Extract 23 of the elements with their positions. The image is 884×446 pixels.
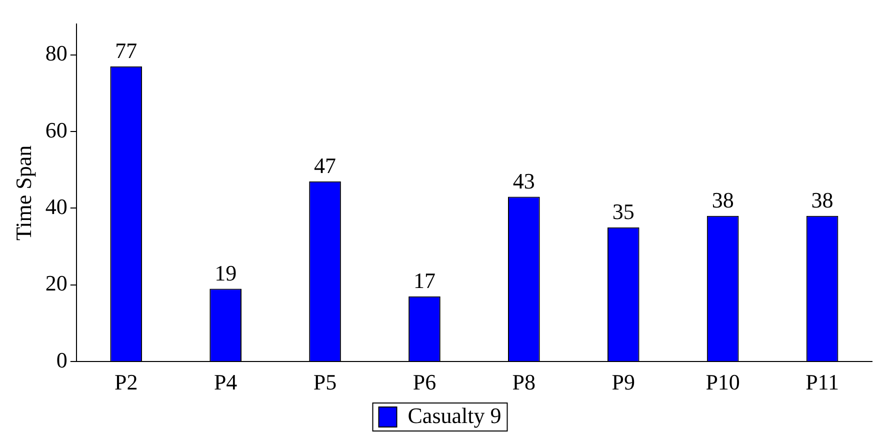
data-label: 47 — [314, 153, 336, 178]
y-axis-title: Time Span — [10, 145, 36, 240]
y-tick-label: 80 — [45, 40, 68, 66]
data-label: 43 — [512, 168, 535, 194]
y-tick-label: 40 — [45, 194, 68, 220]
x-tick-label: P6 — [412, 370, 436, 395]
data-label: 38 — [712, 188, 734, 213]
y-tick-label: 60 — [45, 117, 68, 142]
data-label: 35 — [612, 199, 634, 224]
x-tick-label: P8 — [512, 370, 536, 395]
data-label: 77 — [115, 38, 138, 64]
y-tick-label: 20 — [45, 270, 68, 296]
data-label: 17 — [413, 268, 436, 294]
data-label: 19 — [214, 260, 237, 286]
legend-label: Casualty 9 — [408, 402, 502, 428]
y-tick-label: 0 — [56, 347, 68, 372]
x-tick-label: P9 — [612, 370, 635, 395]
x-tick-label: P10 — [706, 370, 740, 395]
x-tick-label: P4 — [214, 370, 238, 395]
x-tick-label: P11 — [806, 370, 839, 395]
x-tick-label: P2 — [114, 370, 138, 395]
data-label: 38 — [811, 188, 834, 213]
x-tick-label: P5 — [313, 370, 337, 395]
